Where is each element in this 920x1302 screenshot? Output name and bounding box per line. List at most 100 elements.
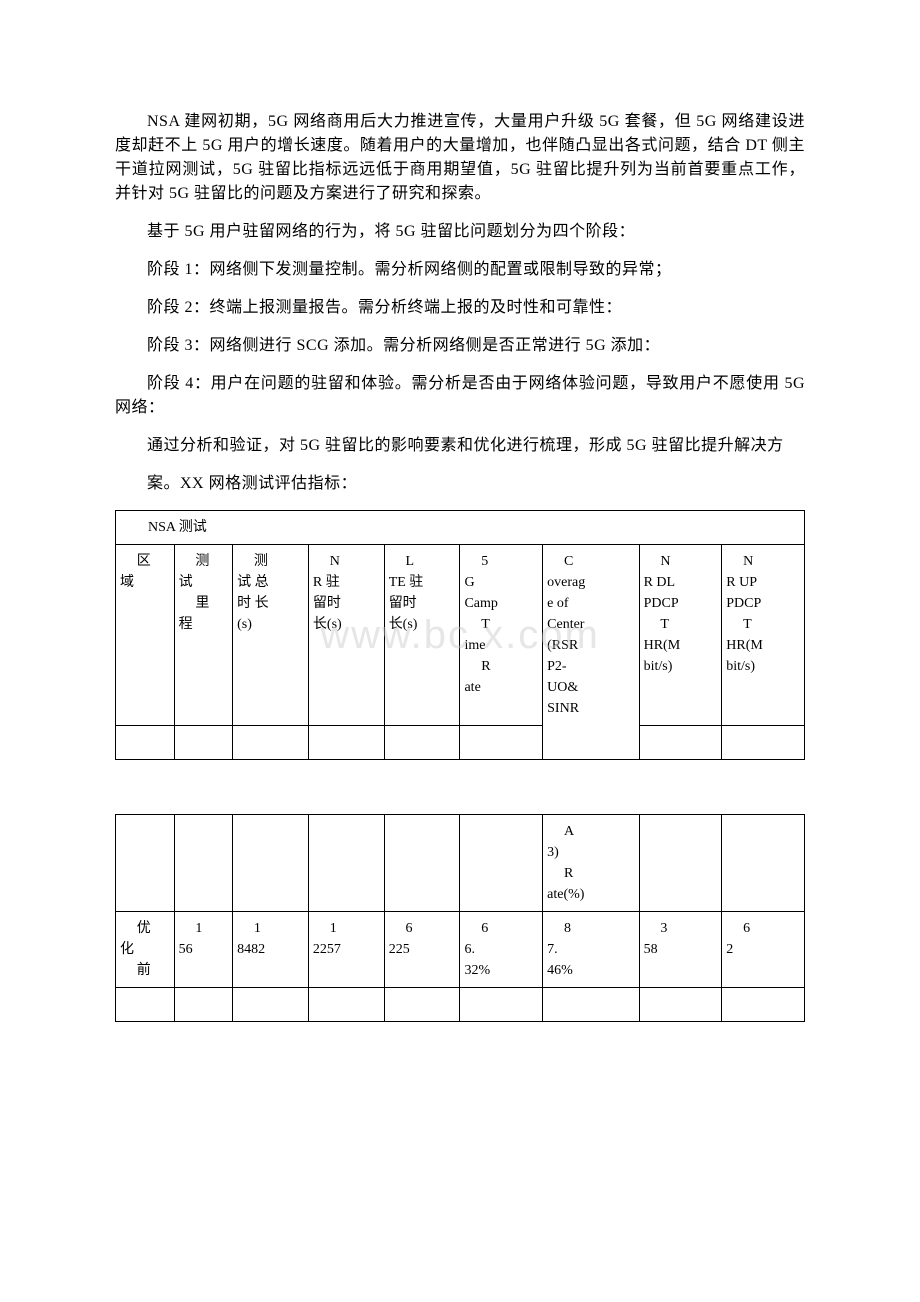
txt: 里 [179, 593, 229, 614]
txt: ate [464, 677, 538, 698]
cell [116, 987, 175, 1021]
txt: 1 [313, 918, 380, 939]
paragraph-stage2: 阶段 2：终端上报测量报告。需分析终端上报的及时性和可靠性： [115, 296, 805, 320]
table-row-before: 优 化 前 1 56 1 8482 1 2257 6 225 6 6. 32% … [116, 911, 805, 987]
txt: 32% [464, 960, 538, 981]
cell [384, 814, 460, 911]
txt: R 驻 [313, 572, 380, 593]
table-gap [115, 760, 805, 808]
txt: 测 [237, 551, 304, 572]
cell [460, 725, 543, 759]
txt: PDCP [644, 593, 718, 614]
txt: 58 [644, 939, 718, 960]
cell [639, 814, 722, 911]
cell [639, 987, 722, 1021]
table-row: NSA 测试 [116, 511, 805, 545]
cell [722, 814, 805, 911]
col-nr-time: N R 驻 留时 长(s) [308, 545, 384, 726]
txt: A [547, 821, 634, 842]
paragraph-stage4: 阶段 4：用户在问题的驻留和体验。需分析是否由于网络体验问题，导致用户不愿使用 … [115, 372, 805, 420]
txt: 8 [547, 918, 634, 939]
txt: 6 [726, 918, 800, 939]
txt: 7. [547, 939, 634, 960]
cell [543, 987, 639, 1021]
txt: 优 [120, 918, 170, 939]
cell [384, 725, 460, 759]
txt: P2- [547, 656, 634, 677]
txt: bit/s) [644, 656, 718, 677]
cell-lte-time: 6 225 [384, 911, 460, 987]
txt: ime [464, 635, 538, 656]
col-nr-up: N R UP PDCP T HR(M bit/s) [722, 545, 805, 726]
txt: 1 [237, 918, 304, 939]
paragraph-conclusion: 通过分析和验证，对 5G 驻留比的影响要素和优化进行梳理，形成 5G 驻留比提升… [115, 434, 805, 458]
paragraph-stage3: 阶段 3：网络侧进行 SCG 添加。需分析网络侧是否正常进行 5G 添加： [115, 334, 805, 358]
cell-distance: 1 56 [174, 911, 233, 987]
cell [174, 725, 233, 759]
txt: 5 [464, 551, 538, 572]
metrics-table-2: A 3) R ate(%) 优 化 前 1 56 1 8482 1 2257 6… [115, 814, 805, 1022]
txt: N [644, 551, 718, 572]
paragraph-stages-intro: 基于 5G 用户驻留网络的行为，将 5G 驻留比问题划分为四个阶段： [115, 220, 805, 244]
txt: 6. [464, 939, 538, 960]
cell [308, 987, 384, 1021]
cell-nr-dl: 3 58 [639, 911, 722, 987]
txt: overag [547, 572, 634, 593]
cell [384, 987, 460, 1021]
txt: 程 [179, 614, 229, 635]
txt: T [726, 614, 800, 635]
txt: T [644, 614, 718, 635]
cell-total-time: 1 8482 [233, 911, 309, 987]
txt: 区 [120, 551, 170, 572]
table-row-header-ext: A 3) R ate(%) [116, 814, 805, 911]
cell [722, 987, 805, 1021]
txt: R [464, 656, 538, 677]
txt: Center [547, 614, 634, 635]
txt: (RSR [547, 635, 634, 656]
txt: 时 长 [237, 593, 304, 614]
txt: R UP [726, 572, 800, 593]
cell-camp-rate: 6 6. 32% [460, 911, 543, 987]
cell [116, 725, 175, 759]
cell [722, 725, 805, 759]
txt: R DL [644, 572, 718, 593]
txt: 6 [464, 918, 538, 939]
cell [116, 814, 175, 911]
txt: 3) [547, 842, 634, 863]
cell-nr-up: 6 2 [722, 911, 805, 987]
table-row-empty [116, 725, 805, 759]
txt: HR(M [644, 635, 718, 656]
paragraph-intro: NSA 建网初期，5G 网络商用后大力推进宣传，大量用户升级 5G 套餐，但 5… [115, 110, 805, 206]
paragraph-table-intro: 案。XX 网格测试评估指标： [115, 472, 805, 496]
txt: C [547, 551, 634, 572]
col-total-time: 测 试 总 时 长 (s) [233, 545, 309, 726]
table-row-empty [116, 987, 805, 1021]
cell [543, 725, 639, 759]
txt: 225 [389, 939, 456, 960]
txt: 56 [179, 939, 229, 960]
cell [460, 814, 543, 911]
col-region: 区 域 [116, 545, 175, 726]
txt: 试 总 [237, 572, 304, 593]
cell [174, 814, 233, 911]
cell [233, 725, 309, 759]
txt: 46% [547, 960, 634, 981]
cell [308, 814, 384, 911]
col-coverage: C overag e of Center (RSR P2- UO& SINR [543, 545, 639, 726]
txt: Camp [464, 593, 538, 614]
txt: N [313, 551, 380, 572]
txt: 试 [179, 572, 229, 593]
metrics-table-1: NSA 测试 区 域 测 试 里 程 测 试 总 时 长 (s) N R 驻 留… [115, 510, 805, 760]
cell [460, 987, 543, 1021]
txt: bit/s) [726, 656, 800, 677]
table1-container: www.bc x.com NSA 测试 区 域 测 试 里 程 测 试 总 时 … [115, 510, 805, 760]
txt: 化 [120, 939, 170, 960]
col-nr-dl: N R DL PDCP T HR(M bit/s) [639, 545, 722, 726]
txt: 测 [179, 551, 229, 572]
txt: 1 [179, 918, 229, 939]
txt: PDCP [726, 593, 800, 614]
txt: 长(s) [389, 614, 456, 635]
txt: UO& [547, 677, 634, 698]
col-lte-time: L TE 驻 留时 长(s) [384, 545, 460, 726]
cell [639, 725, 722, 759]
